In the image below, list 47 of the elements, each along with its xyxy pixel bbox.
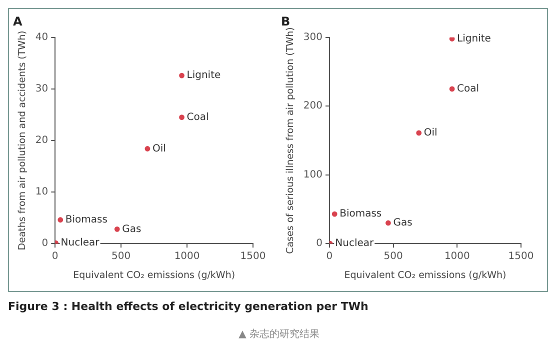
annotation: Biomass xyxy=(65,214,108,226)
y-tick-label: 0 xyxy=(42,238,48,250)
y-tick-label: 100 xyxy=(303,169,322,180)
point xyxy=(332,211,338,217)
y-tick-label: 300 xyxy=(303,32,322,43)
x-tick-label: 1500 xyxy=(240,251,266,262)
x-tick-label: 1000 xyxy=(444,251,470,262)
x-tick-label: 0 xyxy=(52,251,58,262)
x-tick-label: 0 xyxy=(326,251,333,262)
x-axis-title: Equivalent CO₂ emissions (g/kWh) xyxy=(73,270,236,281)
point xyxy=(179,114,184,120)
point xyxy=(114,226,120,232)
annotation: Lignite xyxy=(457,33,491,44)
y-tick-label: 10 xyxy=(35,186,48,198)
annotation: Oil xyxy=(152,143,166,154)
annotation: Coal xyxy=(457,84,480,95)
annotation: Nuclear xyxy=(335,238,374,250)
x-tick-label: 1500 xyxy=(508,251,534,262)
annotation: Nuclear xyxy=(60,238,100,249)
y-axis-title: Cases of serious illness from air pollution (TWh) xyxy=(285,27,296,254)
point xyxy=(449,86,455,92)
x-tick-label: 500 xyxy=(112,251,131,262)
y-axis-title: Deaths from air pollution and accidents (TWh) xyxy=(17,30,28,250)
y-tick-label: 0 xyxy=(316,238,322,250)
chart-title: B xyxy=(281,14,290,28)
annotation: Lignite xyxy=(186,70,221,82)
point xyxy=(179,72,184,78)
text: ▲ 杂志的研究结果 xyxy=(238,328,320,341)
y-tick-label: 200 xyxy=(303,100,322,112)
x-tick-label: 500 xyxy=(384,251,403,262)
point xyxy=(58,217,64,223)
x-axis-title: Equivalent CO₂ emissions (g/kWh) xyxy=(344,270,506,281)
point xyxy=(144,146,150,152)
y-tick-label: 30 xyxy=(35,84,48,95)
point xyxy=(386,220,391,226)
annotation: Oil xyxy=(424,128,438,139)
point xyxy=(449,37,455,42)
x-tick-label: 1000 xyxy=(174,251,200,262)
chart-title: A xyxy=(13,14,23,28)
annotation: Biomass xyxy=(340,208,382,220)
annotation: Gas xyxy=(393,218,412,229)
y-tick-label: 20 xyxy=(35,135,48,146)
y-tick-label: 40 xyxy=(35,32,48,43)
caption: Figure 3 : Health effects of electricity generation per TWh xyxy=(8,300,370,313)
annotation: Coal xyxy=(186,112,209,123)
point xyxy=(416,130,422,136)
annotation: Gas xyxy=(122,224,142,235)
